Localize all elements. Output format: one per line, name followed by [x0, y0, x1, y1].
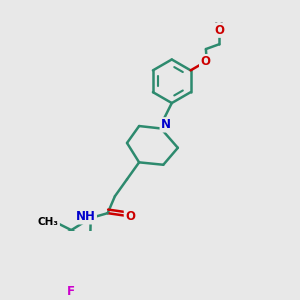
Text: NH: NH — [76, 210, 96, 223]
Text: O: O — [214, 24, 224, 37]
Text: F: F — [67, 285, 75, 298]
Text: O: O — [125, 210, 135, 223]
Text: O: O — [200, 55, 210, 68]
Text: H: H — [214, 21, 224, 34]
Text: N: N — [161, 118, 171, 131]
Text: CH₃: CH₃ — [38, 217, 59, 226]
